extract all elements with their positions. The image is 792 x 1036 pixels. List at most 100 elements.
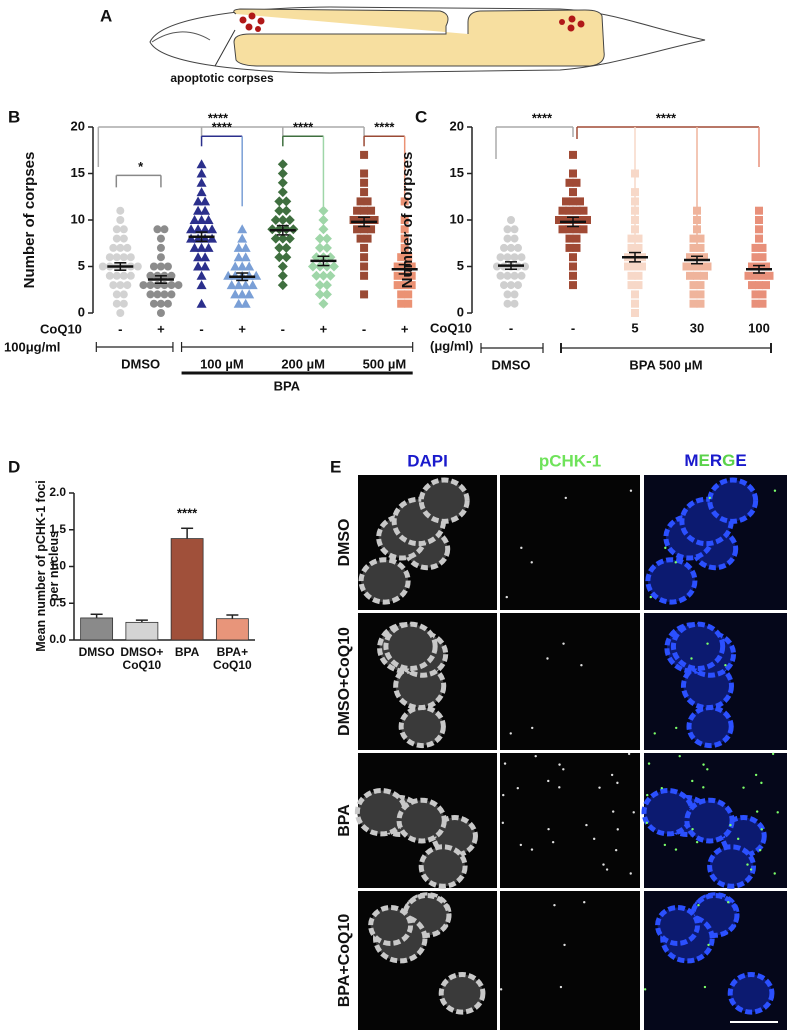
point <box>393 262 402 271</box>
point <box>244 289 255 299</box>
annotation: **** <box>656 110 677 125</box>
point <box>196 298 207 308</box>
point <box>277 233 288 244</box>
point <box>569 271 577 280</box>
point <box>627 234 636 243</box>
point <box>565 178 574 187</box>
point <box>200 205 211 215</box>
bar <box>125 621 159 641</box>
panel-label: A <box>100 6 112 25</box>
point <box>193 205 204 215</box>
point <box>244 261 255 271</box>
group-label: 500 µM <box>363 356 407 371</box>
point <box>274 205 285 216</box>
image-bg <box>500 475 640 610</box>
point <box>240 242 251 252</box>
point <box>119 271 128 280</box>
point <box>116 281 125 290</box>
point <box>503 225 512 234</box>
point <box>321 242 332 253</box>
point <box>193 196 204 206</box>
nucleus <box>707 477 759 524</box>
point <box>193 224 204 234</box>
focus <box>645 821 649 825</box>
point <box>689 290 698 299</box>
point <box>314 233 325 244</box>
point <box>146 281 155 290</box>
point <box>226 280 237 290</box>
point <box>765 271 774 280</box>
x-tick-label: 30 <box>690 320 704 335</box>
point <box>400 243 409 252</box>
focus <box>629 872 632 875</box>
point <box>404 299 413 308</box>
focus <box>675 726 678 730</box>
row-label: BPA+CoQ10 <box>336 914 353 1008</box>
focus <box>558 763 561 766</box>
point <box>284 233 295 244</box>
point <box>196 159 207 169</box>
focus <box>583 901 586 904</box>
point <box>693 271 701 280</box>
focus <box>697 903 700 907</box>
focus <box>674 561 677 564</box>
point <box>558 206 567 215</box>
point <box>318 215 329 225</box>
x-tick-label: DMSO+ CoQ10 <box>120 645 164 672</box>
point <box>284 215 295 225</box>
point <box>762 281 770 290</box>
focus <box>563 943 566 947</box>
point <box>631 262 639 271</box>
point <box>237 224 248 234</box>
point <box>400 281 409 290</box>
point <box>751 271 760 280</box>
point <box>146 290 155 299</box>
point <box>270 215 281 225</box>
focus <box>729 823 732 827</box>
y-tick-label: 0 <box>78 304 85 319</box>
point <box>167 271 176 280</box>
y-tick-label: 20 <box>450 118 464 133</box>
point <box>240 252 251 262</box>
point <box>510 234 519 243</box>
point <box>703 262 712 271</box>
point <box>233 252 244 262</box>
point <box>156 299 165 308</box>
point <box>193 252 204 262</box>
y-tick-label: 0 <box>457 304 464 319</box>
focus <box>627 752 631 756</box>
y-tick-label: 10 <box>71 211 85 226</box>
y-tick-label: 15 <box>71 165 85 180</box>
point <box>112 225 121 234</box>
focus <box>724 664 727 667</box>
point <box>109 243 118 252</box>
point <box>277 168 288 179</box>
point <box>274 242 285 253</box>
point <box>274 196 285 207</box>
point <box>579 225 588 234</box>
x-tick-label: + <box>401 321 409 336</box>
nucleus <box>358 557 411 605</box>
point <box>689 243 698 252</box>
x-tick-label: - <box>571 320 575 335</box>
nucleus <box>383 621 438 672</box>
point <box>634 234 643 243</box>
point <box>360 225 369 234</box>
point <box>321 289 332 300</box>
focus <box>749 868 753 871</box>
row-label: CoQ10 <box>40 321 82 336</box>
point <box>751 243 760 252</box>
focus <box>585 823 588 827</box>
point <box>189 242 200 252</box>
point <box>572 243 581 252</box>
point <box>393 281 402 290</box>
point <box>755 281 763 290</box>
point <box>565 243 574 252</box>
point <box>500 243 508 252</box>
focus <box>558 786 561 789</box>
point <box>274 252 285 263</box>
point <box>314 289 325 300</box>
point <box>400 271 409 280</box>
point <box>686 253 694 262</box>
point <box>407 271 416 280</box>
